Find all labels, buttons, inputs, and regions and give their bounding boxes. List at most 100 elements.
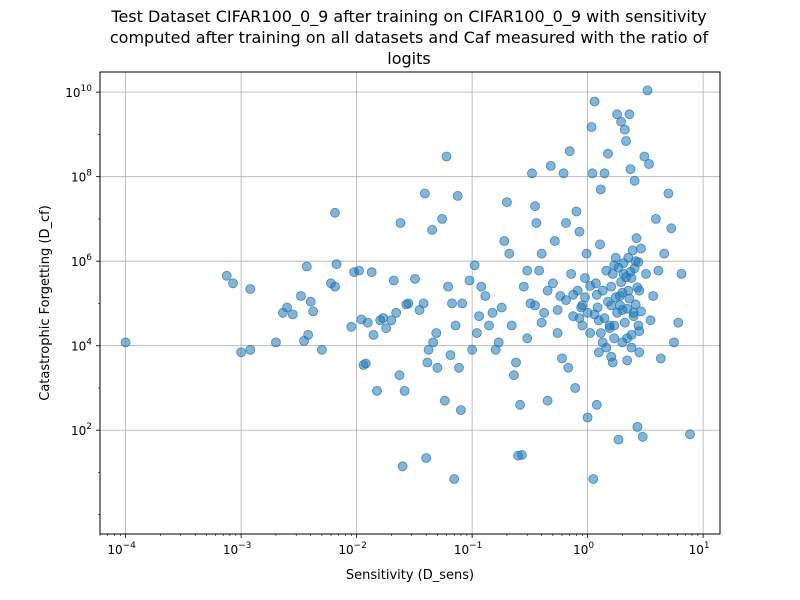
scatter-point [644,159,654,169]
scatter-point [441,151,452,162]
scatter-point [517,449,527,460]
scatter-point [282,302,293,313]
scatter-point [236,347,247,358]
scatter-point [366,267,377,278]
scatter-point [548,278,558,289]
x-tick-label: 100 [573,541,594,557]
scatter-point [653,265,664,276]
scatter-point [655,353,666,364]
scatter-point [467,344,478,355]
scatter-point [450,320,461,331]
scatter-point [623,252,634,263]
scatter-point [531,218,542,228]
scatter-point [530,201,540,212]
scatter-point [636,306,646,317]
scatter-point [439,395,450,406]
scatter-point [558,168,569,179]
scatter-point [368,329,379,340]
scatter-point [580,273,590,283]
scatter-point [447,298,457,309]
scatter-point [545,160,556,171]
scatter-point [563,362,574,373]
scatter-point [606,351,617,362]
scatter-point [626,342,637,353]
x-tick-label: 10−3 [223,541,252,557]
scatter-point [588,474,599,484]
scatter-point [685,429,695,440]
scatter-point [619,124,630,135]
scatter-point [617,287,628,298]
scatter-point [378,313,389,324]
scatter-point [597,337,608,348]
scatter-point [630,299,641,310]
scatter-point [632,421,643,432]
scatter-point [394,370,405,381]
scatter-point [642,85,653,96]
scatter-point [624,109,635,120]
scatter-point [287,309,298,320]
scatter-point [669,337,679,348]
scatter-point [449,474,460,484]
scatter-point [591,399,602,410]
scatter-point [571,206,582,217]
scatter-point [518,281,529,292]
scatter-point [432,362,443,373]
scatter-point [616,116,626,127]
scatter-point [437,213,448,224]
scatter-point [557,353,567,364]
plot-frame [99,71,721,535]
scatter-point [564,146,575,157]
scatter-point [585,328,595,338]
scatter-point [391,307,402,318]
scatter-point [591,289,602,300]
scatter-point [561,218,571,228]
scatter-point [609,333,620,344]
scatter-point [427,224,438,235]
scatter-point [676,268,687,279]
scatter-point [403,298,414,309]
scatter-point [610,292,621,303]
y-tick-label: 104 [71,338,92,354]
scatter-point [270,337,281,348]
scatter-point [613,434,624,445]
scatter-point [454,362,464,373]
scatter-point [673,317,684,328]
scatter-point [552,305,563,315]
scatter-point [581,248,592,259]
scatter-point [566,268,576,279]
scatter-point [397,461,408,472]
scatter-point [606,281,617,292]
scatter-point [641,268,651,279]
scatter-point [632,282,643,293]
scatter-point [659,248,670,259]
x-tick-label: 10−1 [454,541,483,557]
scatter-point [511,357,521,368]
data-points [120,85,695,484]
scatter-point [501,197,512,208]
x-tick-label: 10−2 [338,541,367,557]
x-tick-label: 101 [689,541,710,557]
scatter-point [607,268,618,279]
scatter-point [589,96,600,107]
scatter-point [245,344,256,355]
scatter-point [388,275,399,286]
scatter-point [542,395,553,406]
scatter-point [504,248,515,259]
scatter-point [626,329,637,340]
scatter-point [469,260,480,271]
scatter-point [354,265,365,276]
scatter-point [410,273,420,284]
scatter-point [506,320,517,331]
scatter-point [330,207,340,218]
scatter-point [637,431,648,442]
scatter-point [580,292,590,303]
scatter-point [474,311,485,322]
scatter-point [515,399,525,410]
scatter-point [612,109,622,120]
scatter-point [499,236,510,246]
scatter-point [457,298,468,309]
scatter-point [568,289,579,300]
scatter-point [221,270,232,281]
scatter-point [599,313,610,324]
scatter-point [386,315,397,326]
